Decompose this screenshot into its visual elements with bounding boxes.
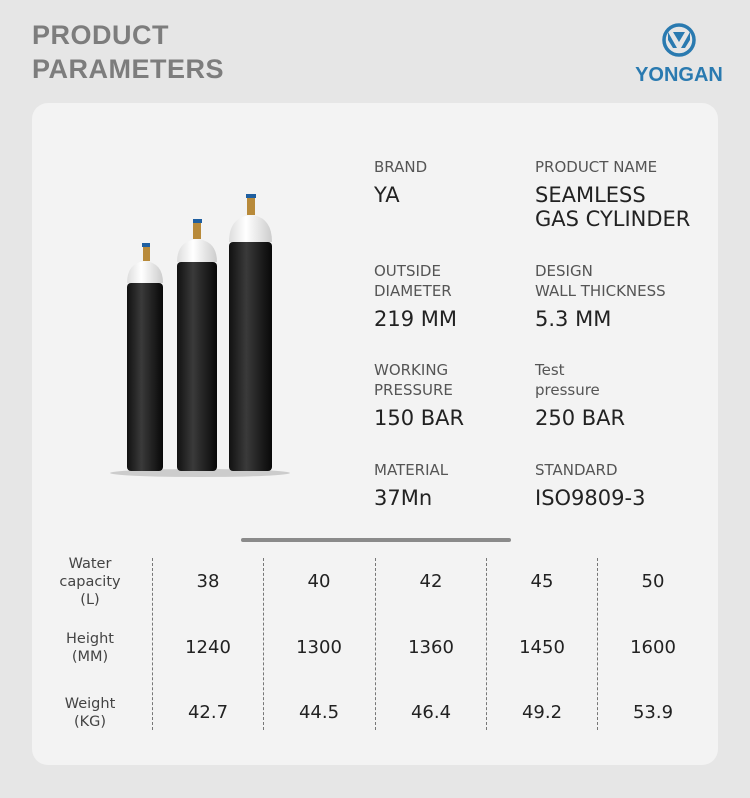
cylinder-small <box>127 243 163 471</box>
spec-product-name: PRODUCT NAME SEAMLESS GAS CYLINDER <box>535 158 691 231</box>
column-divider <box>375 558 376 730</box>
table-cell: 42.7 <box>187 702 229 723</box>
spec-standard: STANDARD ISO9809-3 <box>535 461 646 510</box>
table-cell: 1360 <box>408 637 454 658</box>
column-divider <box>263 558 264 730</box>
table-cell: 1600 <box>630 637 676 658</box>
brand-logo: YONGAN <box>624 22 734 87</box>
logo-text: YONGAN <box>635 64 723 86</box>
row-label: Water capacity (L) <box>59 556 121 608</box>
row-label: Height (MM) <box>66 631 114 665</box>
column-divider <box>597 558 598 730</box>
column-divider <box>486 558 487 730</box>
row-label: Weight (KG) <box>64 696 116 730</box>
spec-working-pressure: WORKING PRESSURE 150 BAR <box>374 361 465 430</box>
table-cell: 53.9 <box>632 702 674 723</box>
page-title: PRODUCT PARAMETERS <box>32 20 225 84</box>
cylinder-medium <box>177 219 217 471</box>
cylinders-image <box>110 194 290 477</box>
table-cell: 49.2 <box>521 702 563 723</box>
spec-outside-diameter: OUTSIDE DIAMETER 219 MM <box>374 262 457 331</box>
table-cell: 46.4 <box>410 702 452 723</box>
table-cell: 44.5 <box>298 702 340 723</box>
divider-bar <box>241 538 511 542</box>
table-cell: 45 <box>530 571 554 592</box>
spec-brand: BRAND YA <box>374 158 428 207</box>
table-cell: 50 <box>641 571 665 592</box>
table-cell: 1450 <box>519 637 565 658</box>
column-divider <box>152 558 153 730</box>
cylinder-large <box>229 194 272 471</box>
table-cell: 40 <box>307 571 331 592</box>
table-cell: 42 <box>419 571 443 592</box>
spec-wall-thickness: DESIGN WALL THICKNESS 5.3 MM <box>535 262 666 331</box>
table-cell: 1300 <box>296 637 342 658</box>
table-cell: 38 <box>196 571 220 592</box>
yongan-logo-icon <box>662 23 696 57</box>
spec-test-pressure: Test pressure 250 BAR <box>535 361 626 430</box>
spec-material: MATERIAL 37Mn <box>374 461 449 510</box>
table-cell: 1240 <box>185 637 231 658</box>
